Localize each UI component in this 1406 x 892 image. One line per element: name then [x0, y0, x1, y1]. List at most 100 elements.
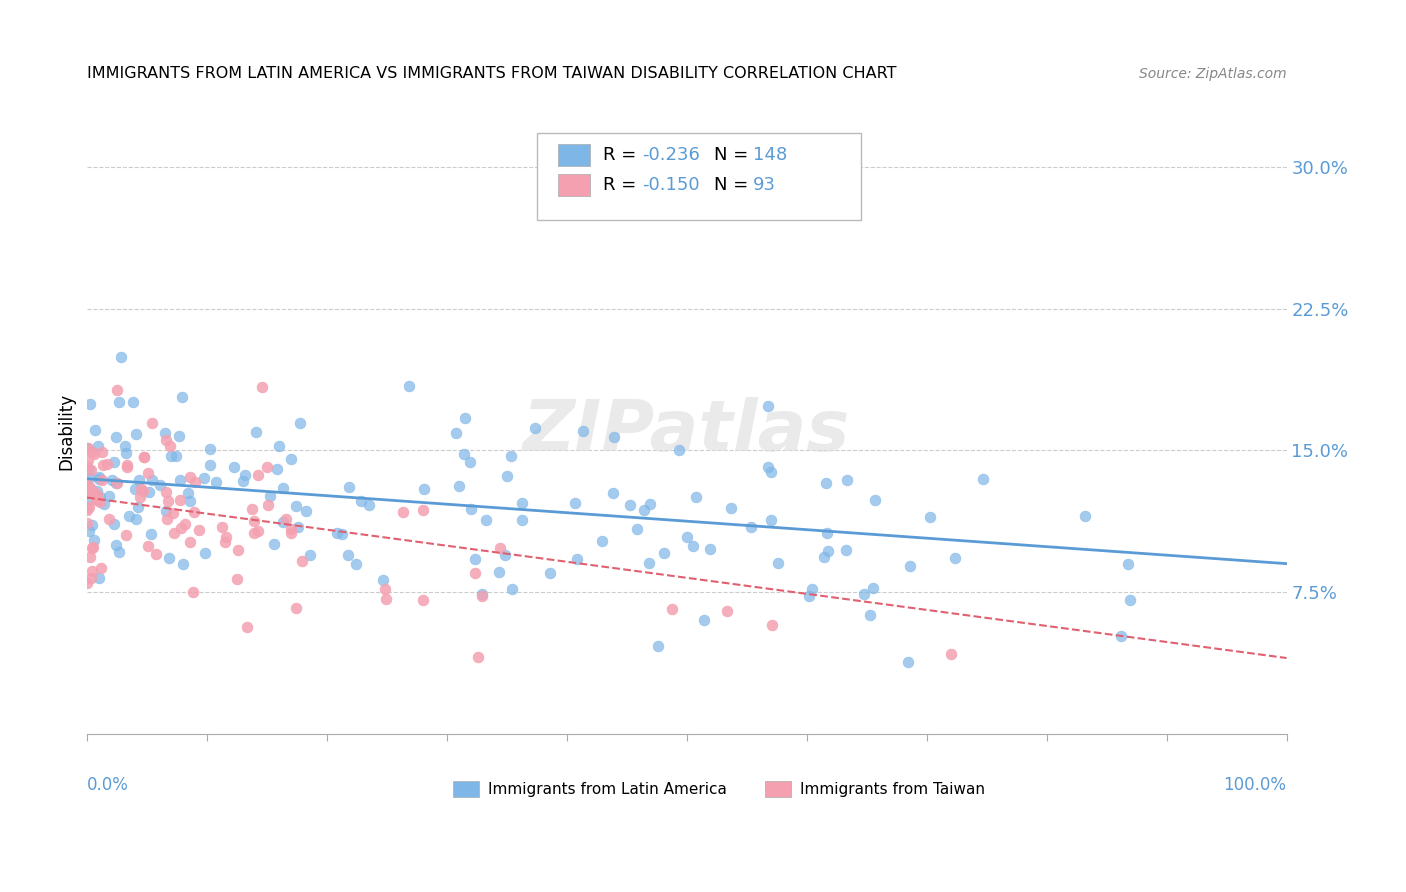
Point: [162, 507, 184, 521]
Point: [453, 447, 475, 461]
Text: 100.0%: 100.0%: [1223, 776, 1286, 794]
Point: [77, 470, 100, 484]
Point: [76, 516, 98, 530]
Text: IMMIGRANTS FROM LATIN AMERICA VS IMMIGRANTS FROM TAIWAN DISABILITY CORRELATION C: IMMIGRANTS FROM LATIN AMERICA VS IMMIGRA…: [87, 66, 897, 81]
Point: [90, 560, 112, 574]
Point: [82, 540, 104, 554]
Point: [398, 379, 420, 393]
Point: [373, 573, 395, 587]
Point: [266, 462, 288, 476]
Point: [1119, 593, 1142, 607]
Point: [280, 526, 302, 541]
Point: [87, 470, 110, 484]
Point: [652, 546, 675, 560]
Point: [103, 455, 125, 469]
Point: [108, 545, 131, 559]
Point: [108, 395, 131, 409]
Point: [77, 452, 100, 467]
Point: [79, 481, 101, 495]
Point: [76, 478, 98, 492]
Point: [215, 530, 238, 544]
Text: 148: 148: [752, 146, 787, 164]
Point: [188, 523, 211, 537]
Point: [132, 484, 155, 499]
Point: [853, 587, 876, 601]
Point: [80, 518, 103, 533]
Point: [104, 476, 127, 491]
Point: [93, 497, 115, 511]
Point: [169, 473, 191, 487]
Point: [165, 449, 187, 463]
Text: R =: R =: [603, 146, 641, 164]
Point: [471, 586, 494, 600]
Point: [1111, 629, 1133, 643]
Point: [499, 449, 522, 463]
Point: [98, 490, 121, 504]
Point: [84, 492, 107, 507]
Point: [226, 572, 249, 586]
Point: [298, 549, 321, 563]
Point: [647, 640, 669, 654]
Point: [638, 497, 661, 511]
FancyBboxPatch shape: [765, 781, 792, 797]
Point: [464, 566, 486, 580]
FancyBboxPatch shape: [453, 781, 479, 797]
Point: [813, 549, 835, 564]
Point: [685, 491, 707, 505]
FancyBboxPatch shape: [558, 144, 589, 166]
Point: [284, 600, 307, 615]
Point: [163, 525, 186, 540]
Point: [337, 480, 360, 494]
Point: [285, 499, 308, 513]
Point: [837, 474, 859, 488]
Point: [257, 498, 280, 512]
Point: [233, 467, 256, 482]
Point: [131, 483, 153, 497]
Point: [90, 473, 112, 487]
Point: [326, 526, 349, 541]
Point: [413, 483, 436, 497]
Point: [167, 428, 190, 442]
Point: [815, 525, 838, 540]
Text: Immigrants from Latin America: Immigrants from Latin America: [488, 781, 727, 797]
Point: [76, 459, 98, 474]
Point: [86, 492, 108, 507]
Point: [280, 522, 302, 536]
Point: [193, 471, 215, 485]
Text: R =: R =: [603, 176, 641, 194]
Point: [475, 513, 498, 527]
FancyBboxPatch shape: [537, 133, 860, 220]
Point: [720, 500, 742, 515]
Point: [91, 458, 114, 473]
Point: [259, 489, 281, 503]
Point: [179, 470, 201, 484]
Point: [129, 490, 152, 504]
Point: [661, 602, 683, 616]
Point: [214, 534, 236, 549]
Point: [247, 524, 270, 538]
Point: [245, 425, 267, 439]
Point: [132, 450, 155, 465]
Text: Immigrants from Taiwan: Immigrants from Taiwan: [800, 781, 984, 797]
Point: [766, 556, 789, 570]
Point: [271, 515, 294, 529]
Point: [82, 564, 104, 578]
Point: [115, 528, 138, 542]
Point: [198, 442, 221, 456]
Point: [699, 541, 721, 556]
Point: [174, 517, 197, 532]
Point: [280, 452, 302, 467]
Point: [510, 496, 533, 510]
Text: -0.150: -0.150: [643, 176, 700, 194]
Point: [449, 479, 471, 493]
Point: [170, 521, 193, 535]
Point: [169, 492, 191, 507]
Text: Source: ZipAtlas.com: Source: ZipAtlas.com: [1139, 67, 1286, 81]
Point: [89, 491, 111, 505]
Point: [76, 576, 98, 591]
Point: [471, 589, 494, 603]
Point: [797, 589, 820, 603]
Point: [118, 508, 141, 523]
Point: [939, 647, 962, 661]
Y-axis label: Disability: Disability: [58, 393, 75, 470]
